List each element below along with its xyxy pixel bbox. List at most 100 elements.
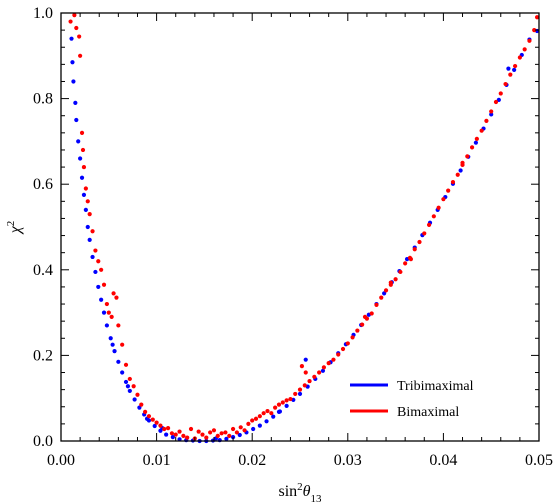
point-bimaximal-8	[83, 186, 88, 191]
point-bimaximal-96	[431, 214, 436, 219]
point-tribimaximal-24	[132, 397, 137, 402]
x-axis-label: sin2θ13	[278, 481, 322, 502]
point-tribimaximal-75	[489, 112, 494, 117]
point-bimaximal-93	[417, 239, 422, 245]
point-bimaximal-81	[360, 322, 365, 327]
point-bimaximal-119	[299, 364, 305, 369]
point-bimaximal-16	[104, 301, 109, 307]
point-bimaximal-95	[426, 222, 432, 227]
point-bimaximal-98	[441, 197, 446, 202]
point-bimaximal-15	[101, 282, 107, 287]
point-bimaximal-90	[403, 261, 408, 266]
point-tribimaximal-11	[87, 237, 92, 242]
point-tribimaximal-4	[74, 117, 79, 123]
point-bimaximal-2	[74, 25, 79, 31]
point-bimaximal-108	[489, 109, 494, 114]
point-tribimaximal-0	[69, 36, 74, 41]
series-bimaximal	[68, 13, 540, 441]
point-bimaximal-106	[479, 128, 484, 133]
y-axis-label: χ2	[5, 221, 24, 236]
point-bimaximal-121	[362, 314, 368, 319]
point-bimaximal-37	[177, 429, 182, 434]
point-bimaximal-118	[534, 15, 540, 20]
point-tribimaximal-53	[320, 368, 326, 373]
point-bimaximal-43	[200, 432, 205, 437]
point-tribimaximal-9	[83, 207, 88, 212]
point-bimaximal-7	[81, 164, 87, 170]
point-bimaximal-71	[312, 374, 317, 379]
point-tribimaximal-76	[496, 97, 501, 102]
legend-label-tribimaximal: Tribimaximal	[397, 379, 474, 394]
point-bimaximal-66	[288, 396, 293, 402]
point-bimaximal-47	[215, 433, 220, 438]
point-tribimaximal-85	[110, 342, 115, 347]
point-tribimaximal-39	[224, 436, 229, 441]
point-bimaximal-70	[307, 378, 312, 384]
point-tribimaximal-25	[137, 405, 142, 410]
point-bimaximal-25	[131, 384, 136, 389]
point-tribimaximal-12	[90, 254, 95, 260]
point-bimaximal-109	[493, 99, 499, 105]
point-bimaximal-48	[219, 431, 224, 436]
point-bimaximal-105	[474, 136, 479, 141]
point-tribimaximal-23	[127, 388, 132, 394]
point-bimaximal-100	[450, 179, 456, 185]
point-tribimaximal-71	[458, 168, 463, 173]
point-bimaximal-103	[465, 154, 470, 159]
point-tribimaximal-1	[70, 60, 75, 65]
point-bimaximal-111	[503, 81, 508, 87]
point-bimaximal-33	[162, 426, 167, 432]
point-bimaximal-92	[412, 247, 417, 252]
point-tribimaximal-44	[257, 423, 262, 428]
point-bimaximal-123	[408, 257, 413, 262]
point-tribimaximal-86	[125, 384, 131, 389]
point-tribimaximal-43	[251, 426, 256, 432]
point-bimaximal-78	[345, 341, 350, 346]
point-tribimaximal-13	[93, 269, 98, 275]
point-bimaximal-116	[527, 38, 532, 43]
point-bimaximal-117	[532, 28, 537, 33]
point-tribimaximal-2	[71, 79, 76, 84]
x-tick-label: 0.01	[143, 452, 171, 469]
point-bimaximal-114	[517, 55, 522, 60]
point-bimaximal-97	[436, 205, 441, 210]
point-tribimaximal-50	[297, 391, 303, 397]
point-tribimaximal-82	[303, 357, 308, 362]
x-tick-label: 0.00	[47, 452, 75, 469]
point-tribimaximal-8	[81, 192, 87, 197]
point-tribimaximal-61	[382, 291, 387, 296]
point-tribimaximal-17	[104, 323, 109, 328]
point-tribimaximal-15	[99, 297, 104, 302]
point-bimaximal-73	[321, 365, 326, 370]
point-bimaximal-104	[469, 145, 475, 150]
x-tick-label: 0.04	[429, 452, 457, 469]
point-bimaximal-46	[211, 428, 217, 433]
point-bimaximal-56	[250, 418, 255, 423]
labels-layer: 0.00 0.01 0.02 0.03 0.04 0.05 0.0 0.2 0.4 0.6 0.8 1…	[5, 5, 553, 502]
point-bimaximal-38	[181, 433, 186, 438]
point-bimaximal-113	[513, 63, 518, 69]
point-bimaximal-13	[96, 259, 101, 264]
point-bimaximal-99	[446, 188, 451, 193]
point-bimaximal-68	[297, 387, 303, 392]
point-bimaximal-5	[79, 130, 85, 135]
point-bimaximal-30	[150, 417, 155, 422]
legend-item-bimaximal: Bimaximal	[350, 405, 459, 420]
point-tribimaximal-30	[164, 432, 169, 437]
point-bimaximal-74	[326, 361, 331, 366]
axes-layer	[60, 12, 540, 442]
point-bimaximal-19	[111, 291, 116, 296]
point-bimaximal-89	[398, 269, 403, 275]
point-bimaximal-50	[227, 433, 232, 438]
point-tribimaximal-16	[101, 310, 107, 315]
point-bimaximal-55	[246, 421, 251, 426]
point-tribimaximal-6	[78, 156, 83, 161]
point-bimaximal-31	[154, 420, 159, 425]
point-tribimaximal-41	[237, 432, 242, 438]
point-bimaximal-10	[87, 212, 92, 217]
point-bimaximal-28	[143, 409, 148, 414]
point-tribimaximal-46	[271, 414, 276, 419]
point-bimaximal-35	[169, 431, 174, 436]
point-tribimaximal-21	[120, 370, 125, 375]
